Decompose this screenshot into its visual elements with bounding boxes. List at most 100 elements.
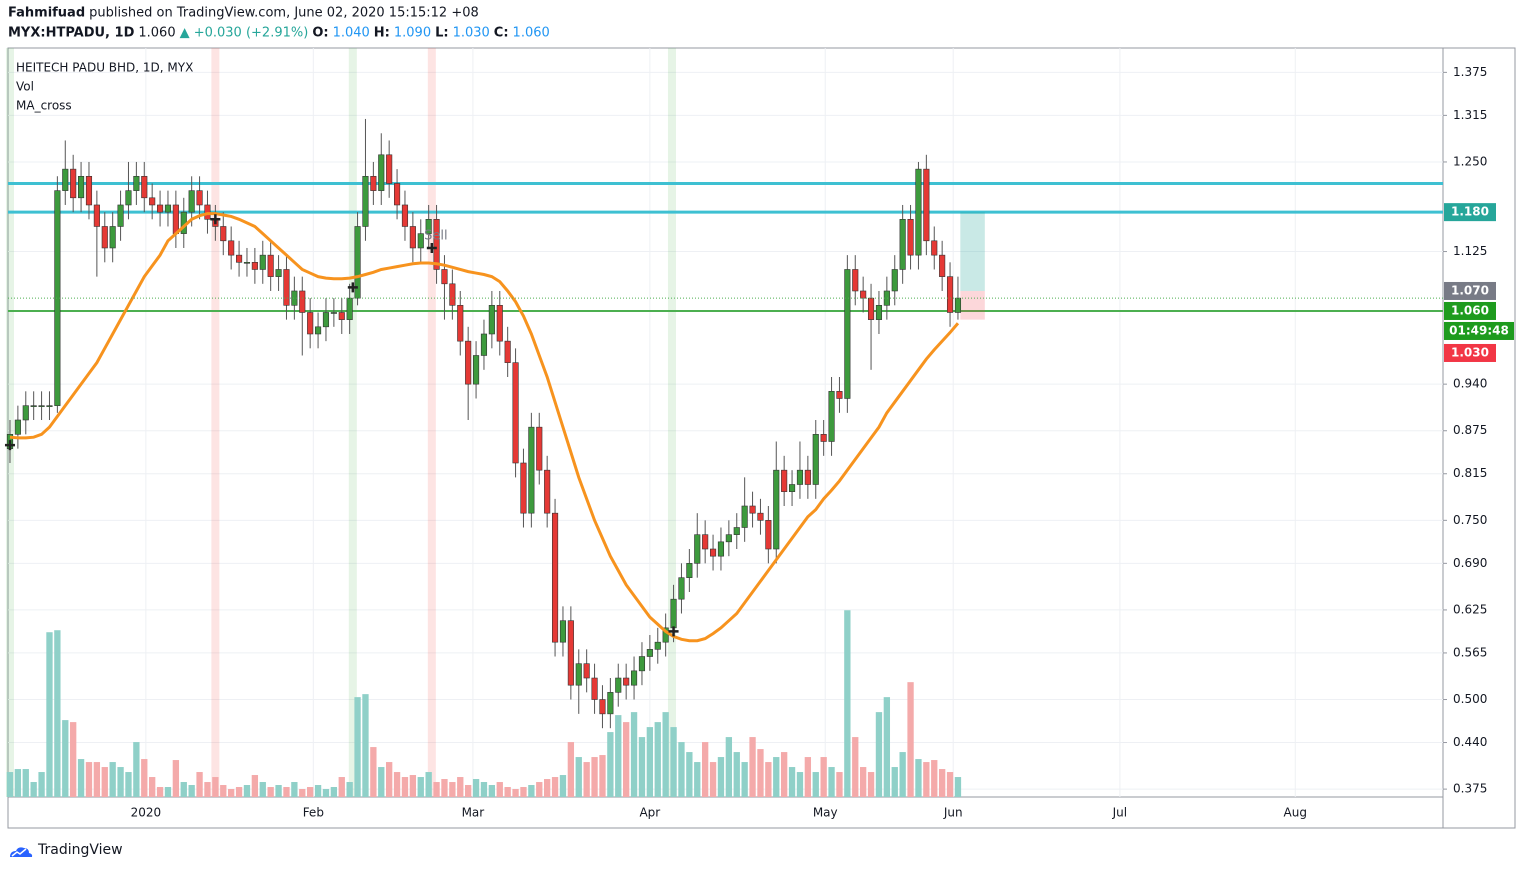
candle-body <box>575 663 582 686</box>
candle-body <box>788 484 796 492</box>
candle-body <box>820 434 827 442</box>
candle-body <box>623 677 630 686</box>
candle-body <box>322 312 330 328</box>
candle-body <box>836 391 843 399</box>
price-change: ▲ +0.030 (+2.91%) <box>180 26 309 41</box>
candle-body <box>907 219 914 256</box>
candle-body <box>702 534 709 550</box>
candle-body <box>828 391 835 442</box>
countdown-bg <box>1444 321 1514 340</box>
price-label: 1.070 <box>1451 283 1489 297</box>
volume-bar <box>259 782 266 797</box>
volume-bar <box>291 782 298 797</box>
volume-bar <box>441 779 448 797</box>
price-label-bg <box>1444 203 1496 222</box>
volume-bar <box>852 737 859 797</box>
x-tick-label: Jun <box>943 806 963 820</box>
volume-bar <box>544 779 551 797</box>
candle-body <box>228 240 235 256</box>
volume-bar <box>54 630 61 797</box>
candle-body <box>686 563 693 578</box>
volume-bar <box>117 767 124 797</box>
ohlc-key: L: <box>435 26 448 41</box>
volume-bar <box>220 785 227 797</box>
volume-bar <box>733 752 740 797</box>
y-tick-label: 0.625 <box>1453 602 1487 616</box>
volume-bar <box>283 787 290 797</box>
candle-body <box>630 670 638 686</box>
volume-bar <box>449 782 456 797</box>
volume-bar <box>243 785 251 797</box>
volume-bar <box>299 789 306 797</box>
candle-body <box>725 534 732 543</box>
y-tick-label: 0.690 <box>1453 556 1487 570</box>
volume-bar <box>338 777 345 797</box>
volume-bar <box>701 742 709 797</box>
candle-body <box>417 233 424 249</box>
candle-body <box>354 226 361 299</box>
volume-bar <box>528 785 535 797</box>
candle-body <box>591 677 598 700</box>
candle-body <box>14 419 21 435</box>
volume-bar <box>251 775 259 797</box>
candle-body <box>583 663 590 679</box>
volume-bar <box>615 715 622 797</box>
candle-body <box>804 469 811 485</box>
volume-bar <box>749 737 756 797</box>
candle-body <box>773 469 780 550</box>
y-tick-label: 1.125 <box>1453 244 1487 258</box>
candle-body <box>741 505 748 528</box>
candle-body <box>536 426 543 471</box>
volume-bar <box>496 782 503 797</box>
candle-body <box>275 269 282 277</box>
candle-body <box>472 355 480 385</box>
ohlc-value: 1.090 <box>394 26 431 41</box>
y-tick-label: 0.440 <box>1453 735 1487 749</box>
volume-bar <box>307 787 314 797</box>
candle-body <box>867 297 875 320</box>
volume-bar <box>370 747 377 797</box>
candle-body <box>109 226 116 249</box>
signal-band <box>211 48 220 797</box>
candle-body <box>425 219 432 234</box>
volume-bar <box>867 772 875 797</box>
candle-body <box>362 175 369 227</box>
candle-body <box>346 297 353 320</box>
volume-bar <box>62 720 69 797</box>
x-tick-label: Mar <box>462 806 485 820</box>
ohlc-value: 1.060 <box>513 26 550 41</box>
volume-bar <box>820 757 827 797</box>
volume-bar <box>149 777 156 797</box>
volume-bar <box>378 767 385 797</box>
ma-legend: MA_cross <box>16 99 72 113</box>
candle-body <box>496 305 503 342</box>
candle-body <box>607 692 614 715</box>
volume-bar <box>575 757 582 797</box>
candle-body <box>70 168 77 199</box>
volume-bar <box>938 769 946 797</box>
volume-bar <box>275 785 282 797</box>
volume-bar <box>196 772 203 797</box>
candle-body <box>236 254 243 263</box>
y-tick-label: 1.315 <box>1453 108 1487 122</box>
candle-body <box>567 620 574 686</box>
volume-bar <box>670 727 677 797</box>
y-tick-label: 0.940 <box>1453 377 1487 391</box>
candle-body <box>504 340 511 363</box>
volume-bar <box>30 782 37 797</box>
volume-bar <box>228 789 235 797</box>
volume-bar <box>409 775 417 797</box>
symbol: MYX:HTPADU, 1D <box>8 26 135 41</box>
volume-bar <box>141 759 148 797</box>
published-note: published on TradingView.com, June 02, 2… <box>89 6 479 21</box>
candle-body <box>54 190 61 406</box>
candle-body <box>378 154 385 191</box>
volume-bar <box>931 760 938 797</box>
candle-body <box>267 254 274 277</box>
candle-body <box>465 340 472 385</box>
signal-band <box>667 48 676 797</box>
candle-body <box>852 269 859 292</box>
candle-body <box>291 290 298 306</box>
volume-bar <box>954 777 962 797</box>
volume-bar <box>330 787 338 797</box>
